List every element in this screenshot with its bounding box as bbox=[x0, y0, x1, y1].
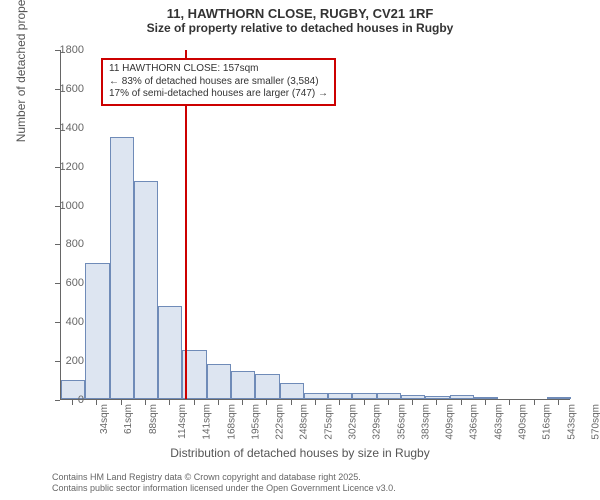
footer-attribution: Contains HM Land Registry data © Crown c… bbox=[52, 472, 396, 494]
x-tick-mark bbox=[436, 400, 437, 405]
x-tick-label: 436sqm bbox=[469, 404, 480, 440]
footer-line1: Contains HM Land Registry data © Crown c… bbox=[52, 472, 396, 483]
y-tick-mark bbox=[55, 283, 60, 284]
y-tick-label: 1600 bbox=[44, 83, 84, 95]
y-tick-label: 600 bbox=[44, 277, 84, 289]
x-tick-mark bbox=[169, 400, 170, 405]
x-tick-label: 383sqm bbox=[420, 404, 431, 440]
histogram-bar bbox=[255, 374, 279, 399]
x-tick-label: 195sqm bbox=[250, 404, 261, 440]
x-tick-mark bbox=[218, 400, 219, 405]
y-tick-mark bbox=[55, 50, 60, 51]
y-tick-mark bbox=[55, 400, 60, 401]
histogram-bar bbox=[280, 383, 304, 399]
x-tick-mark bbox=[364, 400, 365, 405]
x-tick-mark bbox=[291, 400, 292, 405]
y-tick-mark bbox=[55, 128, 60, 129]
chart-container: { "title_main": "11, HAWTHORN CLOSE, RUG… bbox=[0, 0, 600, 500]
x-tick-mark bbox=[266, 400, 267, 405]
x-tick-mark bbox=[194, 400, 195, 405]
x-tick-mark bbox=[339, 400, 340, 405]
histogram-bar bbox=[547, 397, 571, 399]
x-tick-label: 329sqm bbox=[372, 404, 383, 440]
x-tick-mark bbox=[461, 400, 462, 405]
y-tick-mark bbox=[55, 89, 60, 90]
y-tick-label: 1200 bbox=[44, 161, 84, 173]
y-tick-label: 1800 bbox=[44, 44, 84, 56]
histogram-bar bbox=[231, 371, 255, 399]
annotation-line1: 11 HAWTHORN CLOSE: 157sqm bbox=[109, 63, 328, 76]
histogram-bar bbox=[352, 393, 376, 399]
histogram-bar bbox=[328, 393, 352, 399]
histogram-bar bbox=[207, 364, 231, 399]
x-tick-label: 141sqm bbox=[202, 404, 213, 440]
histogram-bar bbox=[377, 393, 401, 399]
x-tick-label: 275sqm bbox=[323, 404, 334, 440]
y-axis-label: Number of detached properties bbox=[14, 0, 28, 142]
x-tick-mark bbox=[145, 400, 146, 405]
x-tick-label: 570sqm bbox=[590, 404, 600, 440]
x-tick-label: 543sqm bbox=[566, 404, 577, 440]
y-tick-label: 1400 bbox=[44, 122, 84, 134]
x-tick-mark bbox=[72, 400, 73, 405]
x-tick-label: 114sqm bbox=[177, 404, 188, 439]
y-tick-label: 400 bbox=[44, 316, 84, 328]
y-tick-mark bbox=[55, 322, 60, 323]
histogram-bar bbox=[304, 393, 328, 399]
x-tick-label: 168sqm bbox=[226, 404, 237, 440]
histogram-bar bbox=[110, 137, 134, 400]
x-tick-label: 490sqm bbox=[518, 404, 529, 440]
histogram-bar bbox=[474, 397, 498, 399]
x-tick-label: 516sqm bbox=[542, 404, 553, 440]
annotation-box: 11 HAWTHORN CLOSE: 157sqm ← 83% of detac… bbox=[101, 58, 336, 106]
y-tick-mark bbox=[55, 244, 60, 245]
annotation-line2: ← 83% of detached houses are smaller (3,… bbox=[109, 76, 328, 89]
x-tick-mark bbox=[412, 400, 413, 405]
x-axis-label: Distribution of detached houses by size … bbox=[0, 446, 600, 460]
x-tick-mark bbox=[121, 400, 122, 405]
x-tick-mark bbox=[558, 400, 559, 405]
histogram-bar bbox=[401, 395, 425, 399]
x-tick-mark bbox=[96, 400, 97, 405]
x-tick-label: 302sqm bbox=[348, 404, 359, 440]
chart-title-main: 11, HAWTHORN CLOSE, RUGBY, CV21 1RF bbox=[0, 0, 600, 21]
x-tick-label: 356sqm bbox=[396, 404, 407, 440]
x-tick-mark bbox=[534, 400, 535, 405]
x-tick-mark bbox=[509, 400, 510, 405]
chart-title-sub: Size of property relative to detached ho… bbox=[0, 21, 600, 39]
histogram-bar bbox=[134, 181, 158, 399]
x-tick-label: 88sqm bbox=[148, 404, 159, 434]
footer-line2: Contains public sector information licen… bbox=[52, 483, 396, 494]
x-tick-label: 409sqm bbox=[445, 404, 456, 440]
x-tick-label: 222sqm bbox=[275, 404, 286, 440]
y-tick-label: 0 bbox=[44, 394, 84, 406]
y-tick-mark bbox=[55, 361, 60, 362]
annotation-line3: 17% of semi-detached houses are larger (… bbox=[109, 88, 328, 101]
x-tick-mark bbox=[242, 400, 243, 405]
histogram-bar bbox=[158, 306, 182, 399]
x-tick-label: 463sqm bbox=[493, 404, 504, 440]
y-tick-mark bbox=[55, 206, 60, 207]
x-tick-label: 248sqm bbox=[299, 404, 310, 440]
x-tick-mark bbox=[388, 400, 389, 405]
histogram-bar bbox=[85, 263, 109, 399]
x-tick-label: 61sqm bbox=[123, 404, 134, 434]
x-tick-label: 34sqm bbox=[99, 404, 110, 434]
y-tick-label: 200 bbox=[44, 355, 84, 367]
y-tick-label: 800 bbox=[44, 238, 84, 250]
x-tick-mark bbox=[485, 400, 486, 405]
plot-area: 11 HAWTHORN CLOSE: 157sqm ← 83% of detac… bbox=[60, 50, 570, 400]
histogram-bar bbox=[425, 396, 449, 399]
y-tick-mark bbox=[55, 167, 60, 168]
y-tick-label: 1000 bbox=[44, 200, 84, 212]
x-tick-mark bbox=[315, 400, 316, 405]
histogram-bar bbox=[450, 395, 474, 399]
